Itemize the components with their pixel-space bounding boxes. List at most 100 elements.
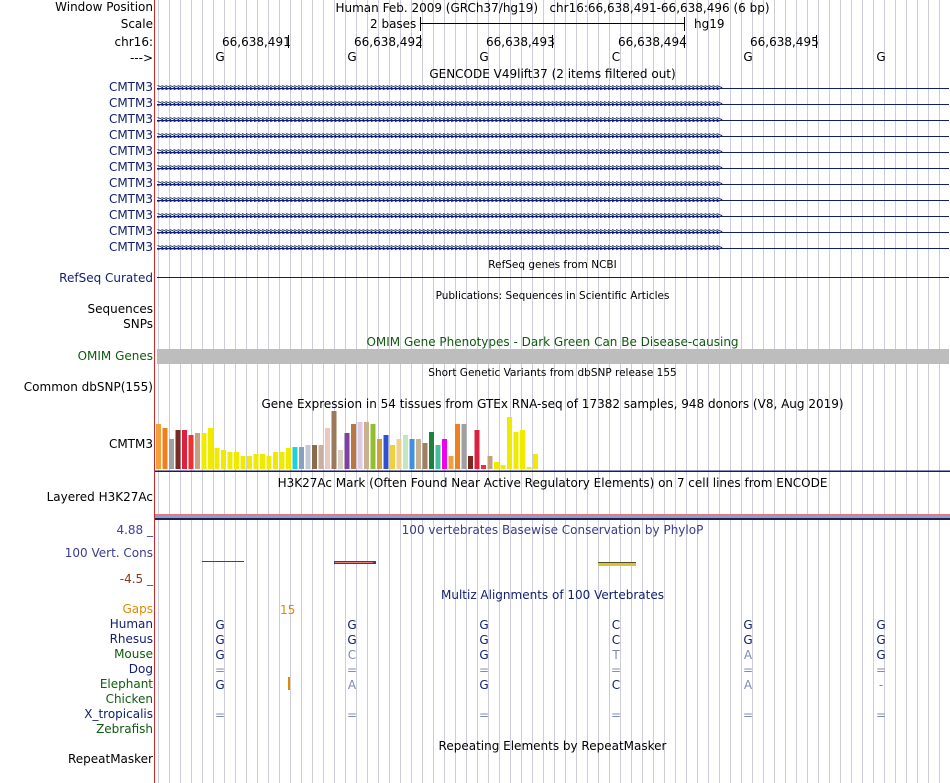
- aligned-base: G: [215, 633, 225, 647]
- gtex-tissue-bar: [442, 439, 447, 469]
- aligned-base: =: [610, 708, 622, 722]
- gtex-tissue-bar: [214, 448, 220, 469]
- publications-label-snps[interactable]: SNPs: [123, 317, 153, 331]
- h3k27ac-track-title[interactable]: H3K27Ac Mark (Often Found Near Active Re…: [277, 476, 828, 490]
- species-label[interactable]: Human: [109, 617, 153, 631]
- gtex-tissue-bar: [526, 467, 532, 469]
- dbsnp-track-title[interactable]: Short Genetic Variants from dbSNP releas…: [428, 367, 677, 379]
- aligned-base: G: [876, 618, 886, 632]
- gene-label[interactable]: CMTM3: [108, 224, 153, 238]
- gtex-tissue-bar: [273, 452, 278, 469]
- gtex-tissue-bar: [409, 439, 415, 469]
- gtex-tissue-bar: [312, 445, 317, 469]
- publications-label-sequences[interactable]: Sequences: [87, 302, 153, 316]
- gene-structure-arrows[interactable]: >>>>>>>>>>>>>>>>>>>>>>>>>>>>>>>>>>>>>>>>…: [157, 146, 723, 158]
- gene-label[interactable]: CMTM3: [108, 80, 153, 94]
- scale-label: Scale: [120, 17, 153, 31]
- gencode-track-title[interactable]: GENCODE V49lift37 (2 items filtered out): [429, 67, 676, 81]
- species-label[interactable]: Dog: [128, 662, 153, 676]
- aligned-base: C: [611, 678, 621, 692]
- gtex-tissue-bar: [305, 445, 311, 469]
- multiz-track-title[interactable]: Multiz Alignments of 100 Vertebrates: [440, 588, 665, 602]
- aligned-base: G: [479, 633, 489, 647]
- species-label[interactable]: Zebrafish: [96, 722, 153, 736]
- refseq-track-label[interactable]: RefSeq Curated: [59, 271, 153, 285]
- gtex-bar-chart[interactable]: [155, 410, 950, 472]
- gtex-tissue-bar: [292, 447, 298, 469]
- gene-structure-arrows[interactable]: >>>>>>>>>>>>>>>>>>>>>>>>>>>>>>>>>>>>>>>>…: [157, 210, 723, 222]
- gene-label[interactable]: CMTM3: [108, 192, 153, 206]
- gene-structure-arrows[interactable]: >>>>>>>>>>>>>>>>>>>>>>>>>>>>>>>>>>>>>>>>…: [157, 98, 723, 110]
- aligned-base: G: [876, 633, 886, 647]
- aligned-base: =: [875, 663, 887, 677]
- refseq-gene-line[interactable]: [157, 277, 949, 278]
- aligned-base: A: [347, 678, 357, 692]
- omim-track-label[interactable]: OMIM Genes: [77, 349, 153, 363]
- gene-structure-arrows[interactable]: >>>>>>>>>>>>>>>>>>>>>>>>>>>>>>>>>>>>>>>>…: [157, 82, 723, 94]
- gene-structure-arrows[interactable]: >>>>>>>>>>>>>>>>>>>>>>>>>>>>>>>>>>>>>>>>…: [157, 194, 723, 206]
- gaps-label[interactable]: Gaps: [122, 602, 153, 616]
- species-label[interactable]: Elephant: [99, 677, 153, 691]
- gtex-track-title[interactable]: Gene Expression in 54 tissues from GTEx …: [261, 397, 844, 411]
- gtex-tissue-bar: [448, 456, 454, 469]
- repeatmasker-track-title[interactable]: Repeating Elements by RepeatMasker: [438, 739, 667, 753]
- dbsnp-track-label[interactable]: Common dbSNP(155): [23, 380, 153, 394]
- gtex-tissue-bar: [208, 428, 213, 469]
- aligned-base: =: [346, 663, 358, 677]
- conservation-track-title[interactable]: 100 vertebrates Basewise Conservation by…: [401, 523, 704, 537]
- gene-structure-arrows[interactable]: >>>>>>>>>>>>>>>>>>>>>>>>>>>>>>>>>>>>>>>>…: [157, 242, 723, 254]
- gene-structure-arrows[interactable]: >>>>>>>>>>>>>>>>>>>>>>>>>>>>>>>>>>>>>>>>…: [157, 130, 723, 142]
- publications-track-title[interactable]: Publications: Sequences in Scientific Ar…: [435, 290, 670, 302]
- omim-track-title[interactable]: OMIM Gene Phenotypes - Dark Green Can Be…: [366, 335, 739, 349]
- gene-label[interactable]: CMTM3: [108, 128, 153, 142]
- gene-line: [157, 248, 949, 249]
- gtex-tissue-bar: [468, 456, 473, 469]
- gtex-tissue-bar: [429, 432, 434, 469]
- gene-label[interactable]: CMTM3: [108, 208, 153, 222]
- phylop-bar: [202, 561, 244, 562]
- aligned-base: C: [611, 618, 621, 632]
- phylop-signal[interactable]: [155, 550, 950, 580]
- species-label[interactable]: X_tropicalis: [84, 707, 153, 721]
- aligned-base: =: [875, 708, 887, 722]
- window-position-label: Window Position: [55, 0, 153, 14]
- gtex-tissue-bar: [279, 452, 285, 469]
- gene-label[interactable]: CMTM3: [108, 144, 153, 158]
- gene-structure-arrows[interactable]: >>>>>>>>>>>>>>>>>>>>>>>>>>>>>>>>>>>>>>>>…: [157, 162, 723, 174]
- gtex-tissue-bar: [383, 435, 389, 469]
- base-letter: G: [479, 50, 489, 64]
- conservation-ymin-label: -4.5 _: [119, 572, 153, 586]
- conservation-ymax-label: 4.88 _: [116, 523, 153, 537]
- omim-feature-bar[interactable]: [157, 349, 949, 364]
- gene-structure-arrows[interactable]: >>>>>>>>>>>>>>>>>>>>>>>>>>>>>>>>>>>>>>>>…: [157, 226, 723, 238]
- gene-label[interactable]: CMTM3: [108, 176, 153, 190]
- gene-line: [157, 152, 949, 153]
- gene-label[interactable]: CMTM3: [108, 160, 153, 174]
- species-label[interactable]: Mouse: [114, 647, 153, 661]
- refseq-track-title[interactable]: RefSeq genes from NCBI: [488, 259, 617, 271]
- gene-label[interactable]: CMTM3: [108, 96, 153, 110]
- h3k27ac-track-label[interactable]: Layered H3K27Ac: [46, 490, 153, 504]
- gtex-tissue-bar: [500, 465, 506, 469]
- aligned-base: G: [215, 678, 225, 692]
- gtex-track-label[interactable]: CMTM3: [108, 437, 153, 451]
- gtex-tissue-bar: [422, 443, 428, 469]
- gtex-tissue-bar: [182, 430, 187, 469]
- gene-label[interactable]: CMTM3: [108, 112, 153, 126]
- gene-structure-arrows[interactable]: >>>>>>>>>>>>>>>>>>>>>>>>>>>>>>>>>>>>>>>>…: [157, 178, 723, 190]
- aligned-base: G: [479, 618, 489, 632]
- coordinate-label: 66,638,492: [354, 35, 423, 49]
- conservation-track-label[interactable]: 100 Vert. Cons: [64, 546, 153, 560]
- repeatmasker-track-label[interactable]: RepeatMasker: [67, 752, 153, 766]
- scale-assembly: hg19: [694, 17, 725, 31]
- gtex-tissue-bar: [175, 430, 181, 469]
- gene-label[interactable]: CMTM3: [108, 240, 153, 254]
- gene-structure-arrows[interactable]: >>>>>>>>>>>>>>>>>>>>>>>>>>>>>>>>>>>>>>>>…: [157, 114, 723, 126]
- chrom-label: chr16:: [114, 35, 153, 49]
- species-label[interactable]: Chicken: [105, 692, 153, 706]
- species-label[interactable]: Rhesus: [109, 632, 153, 646]
- gtex-tissue-bar: [188, 435, 194, 469]
- gene-line: [157, 136, 949, 137]
- gtex-tissue-bar: [416, 439, 421, 469]
